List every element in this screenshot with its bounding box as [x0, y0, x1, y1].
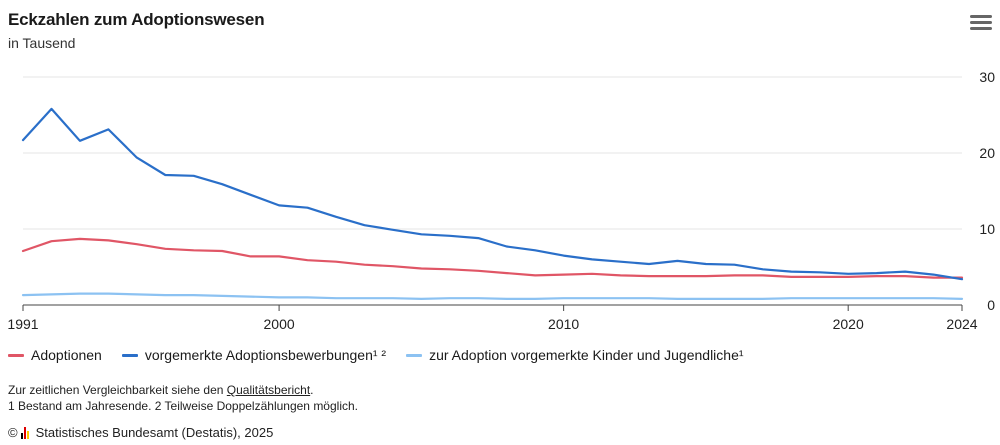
x-tick-label: 2024 [946, 316, 977, 332]
source-text: Statistisches Bundesamt (Destatis), 2025 [35, 425, 274, 440]
footnote-line-1: Zur zeitlichen Vergleichbarkeit siehe de… [8, 382, 358, 398]
footnote-line-2: 1 Bestand am Jahresende. 2 Teilweise Dop… [8, 399, 358, 413]
legend-label: vorgemerkte Adoptionsbewerbungen¹ ² [144, 347, 387, 363]
series-line-1 [21, 107, 964, 281]
source-line: © Statistisches Bundesamt (Destatis), 20… [8, 425, 273, 440]
chart-subtitle: in Tausend [8, 35, 76, 51]
logo-bar [26, 430, 29, 439]
menu-bar [970, 21, 992, 24]
legend-label: Adoptionen [31, 347, 102, 363]
axis-layer: 0 10 20 30 1991 2000 2010 2020 2024 [7, 69, 995, 332]
x-tick-label: 1991 [7, 316, 38, 332]
footnote-suffix: . [310, 383, 314, 397]
legend-swatch [8, 353, 24, 357]
legend-swatch [406, 353, 423, 357]
series-line-2 [21, 292, 964, 300]
legend-item-adoptionen[interactable]: Adoptionen [8, 347, 102, 363]
legend-item-bewerbungen[interactable]: vorgemerkte Adoptionsbewerbungen¹ ² [121, 347, 387, 363]
series-layer [21, 107, 964, 300]
y-tick-label: 0 [987, 297, 995, 313]
chart-title: Eckzahlen zum Adoptionswesen [8, 10, 265, 29]
copyright-symbol: © [8, 425, 18, 440]
menu-bar [970, 27, 992, 30]
legend-swatch [121, 353, 138, 357]
legend-item-kinder[interactable]: zur Adoption vorgemerkte Kinder und Juge… [406, 347, 744, 363]
legend: Adoptionen vorgemerkte Adoptionsbewerbun… [8, 347, 764, 363]
y-tick-label: 10 [979, 221, 995, 237]
menu-bar [970, 15, 992, 18]
qualitaetsbericht-link[interactable]: Qualitätsbericht [226, 383, 311, 397]
y-tick-label: 20 [979, 145, 995, 161]
x-tick-label: 2000 [264, 316, 295, 332]
hamburger-menu-icon[interactable] [970, 15, 992, 35]
x-tick-label: 2010 [548, 316, 579, 332]
y-tick-label: 30 [979, 69, 995, 85]
line-chart: 0 10 20 30 1991 2000 2010 2020 2024 [7, 69, 995, 332]
destatis-logo-icon [20, 426, 30, 439]
logo-bar [23, 426, 26, 439]
logo-bar [20, 432, 23, 439]
legend-label: zur Adoption vorgemerkte Kinder und Juge… [429, 347, 744, 363]
footnotes: Zur zeitlichen Vergleichbarkeit siehe de… [8, 382, 358, 414]
footnote-prefix: Zur zeitlichen Vergleichbarkeit siehe de… [8, 383, 227, 397]
x-tick-label: 2020 [833, 316, 864, 332]
series-line-0 [21, 237, 964, 279]
grid-layer [23, 76, 962, 230]
